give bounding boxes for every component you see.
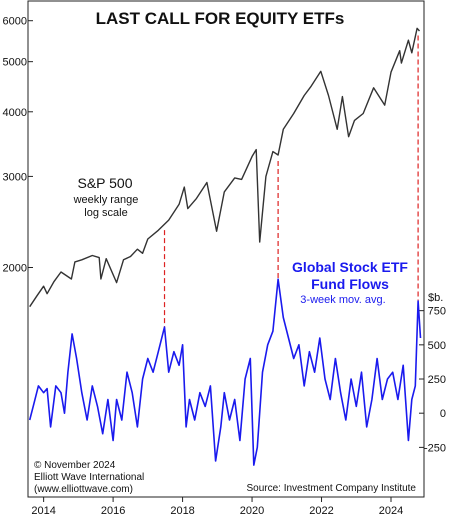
x-tick-label: 2024 bbox=[379, 505, 403, 517]
annotation: 3-week mov. avg. bbox=[300, 294, 385, 306]
y-tick-label: 5000 bbox=[3, 57, 27, 69]
red-markers bbox=[163, 35, 419, 328]
y2-tick-label: 0 bbox=[440, 408, 446, 420]
series-line bbox=[28, 278, 422, 466]
y2-tick-label: 250 bbox=[428, 374, 446, 386]
credit: © November 2024 bbox=[34, 460, 116, 471]
y2-tick-label: 500 bbox=[428, 340, 446, 352]
x-tick-label: 2020 bbox=[240, 505, 264, 517]
annotation: weekly range bbox=[73, 194, 139, 206]
y-tick-label: 2000 bbox=[3, 262, 27, 274]
x-tick-label: 2018 bbox=[170, 505, 194, 517]
x-tick-label: 2016 bbox=[101, 505, 125, 517]
x-tick-label: 2014 bbox=[31, 505, 55, 517]
annotation: S&P 500 bbox=[77, 175, 132, 191]
credit: Elliott Wave International bbox=[34, 472, 144, 483]
annotation: Global Stock ETF bbox=[292, 259, 408, 275]
y2-tick-label: 750 bbox=[428, 306, 446, 318]
plot-frame bbox=[27, 0, 425, 498]
y-tick-label: 3000 bbox=[3, 171, 27, 183]
chart-title: LAST CALL FOR EQUITY ETFs bbox=[96, 9, 345, 28]
y-tick-label: 6000 bbox=[3, 16, 27, 28]
axis-unit: $b. bbox=[428, 292, 443, 304]
x-tick-label: 2022 bbox=[309, 505, 333, 517]
series-line bbox=[29, 27, 421, 308]
annotation: Fund Flows bbox=[311, 276, 389, 292]
y-tick-label: 4000 bbox=[3, 107, 27, 119]
credit: (www.elliottwave.com) bbox=[34, 484, 133, 495]
y2-tick-label: -250 bbox=[424, 442, 446, 454]
source: Source: Investment Company Institute bbox=[246, 483, 416, 494]
annotation: log scale bbox=[84, 207, 127, 219]
